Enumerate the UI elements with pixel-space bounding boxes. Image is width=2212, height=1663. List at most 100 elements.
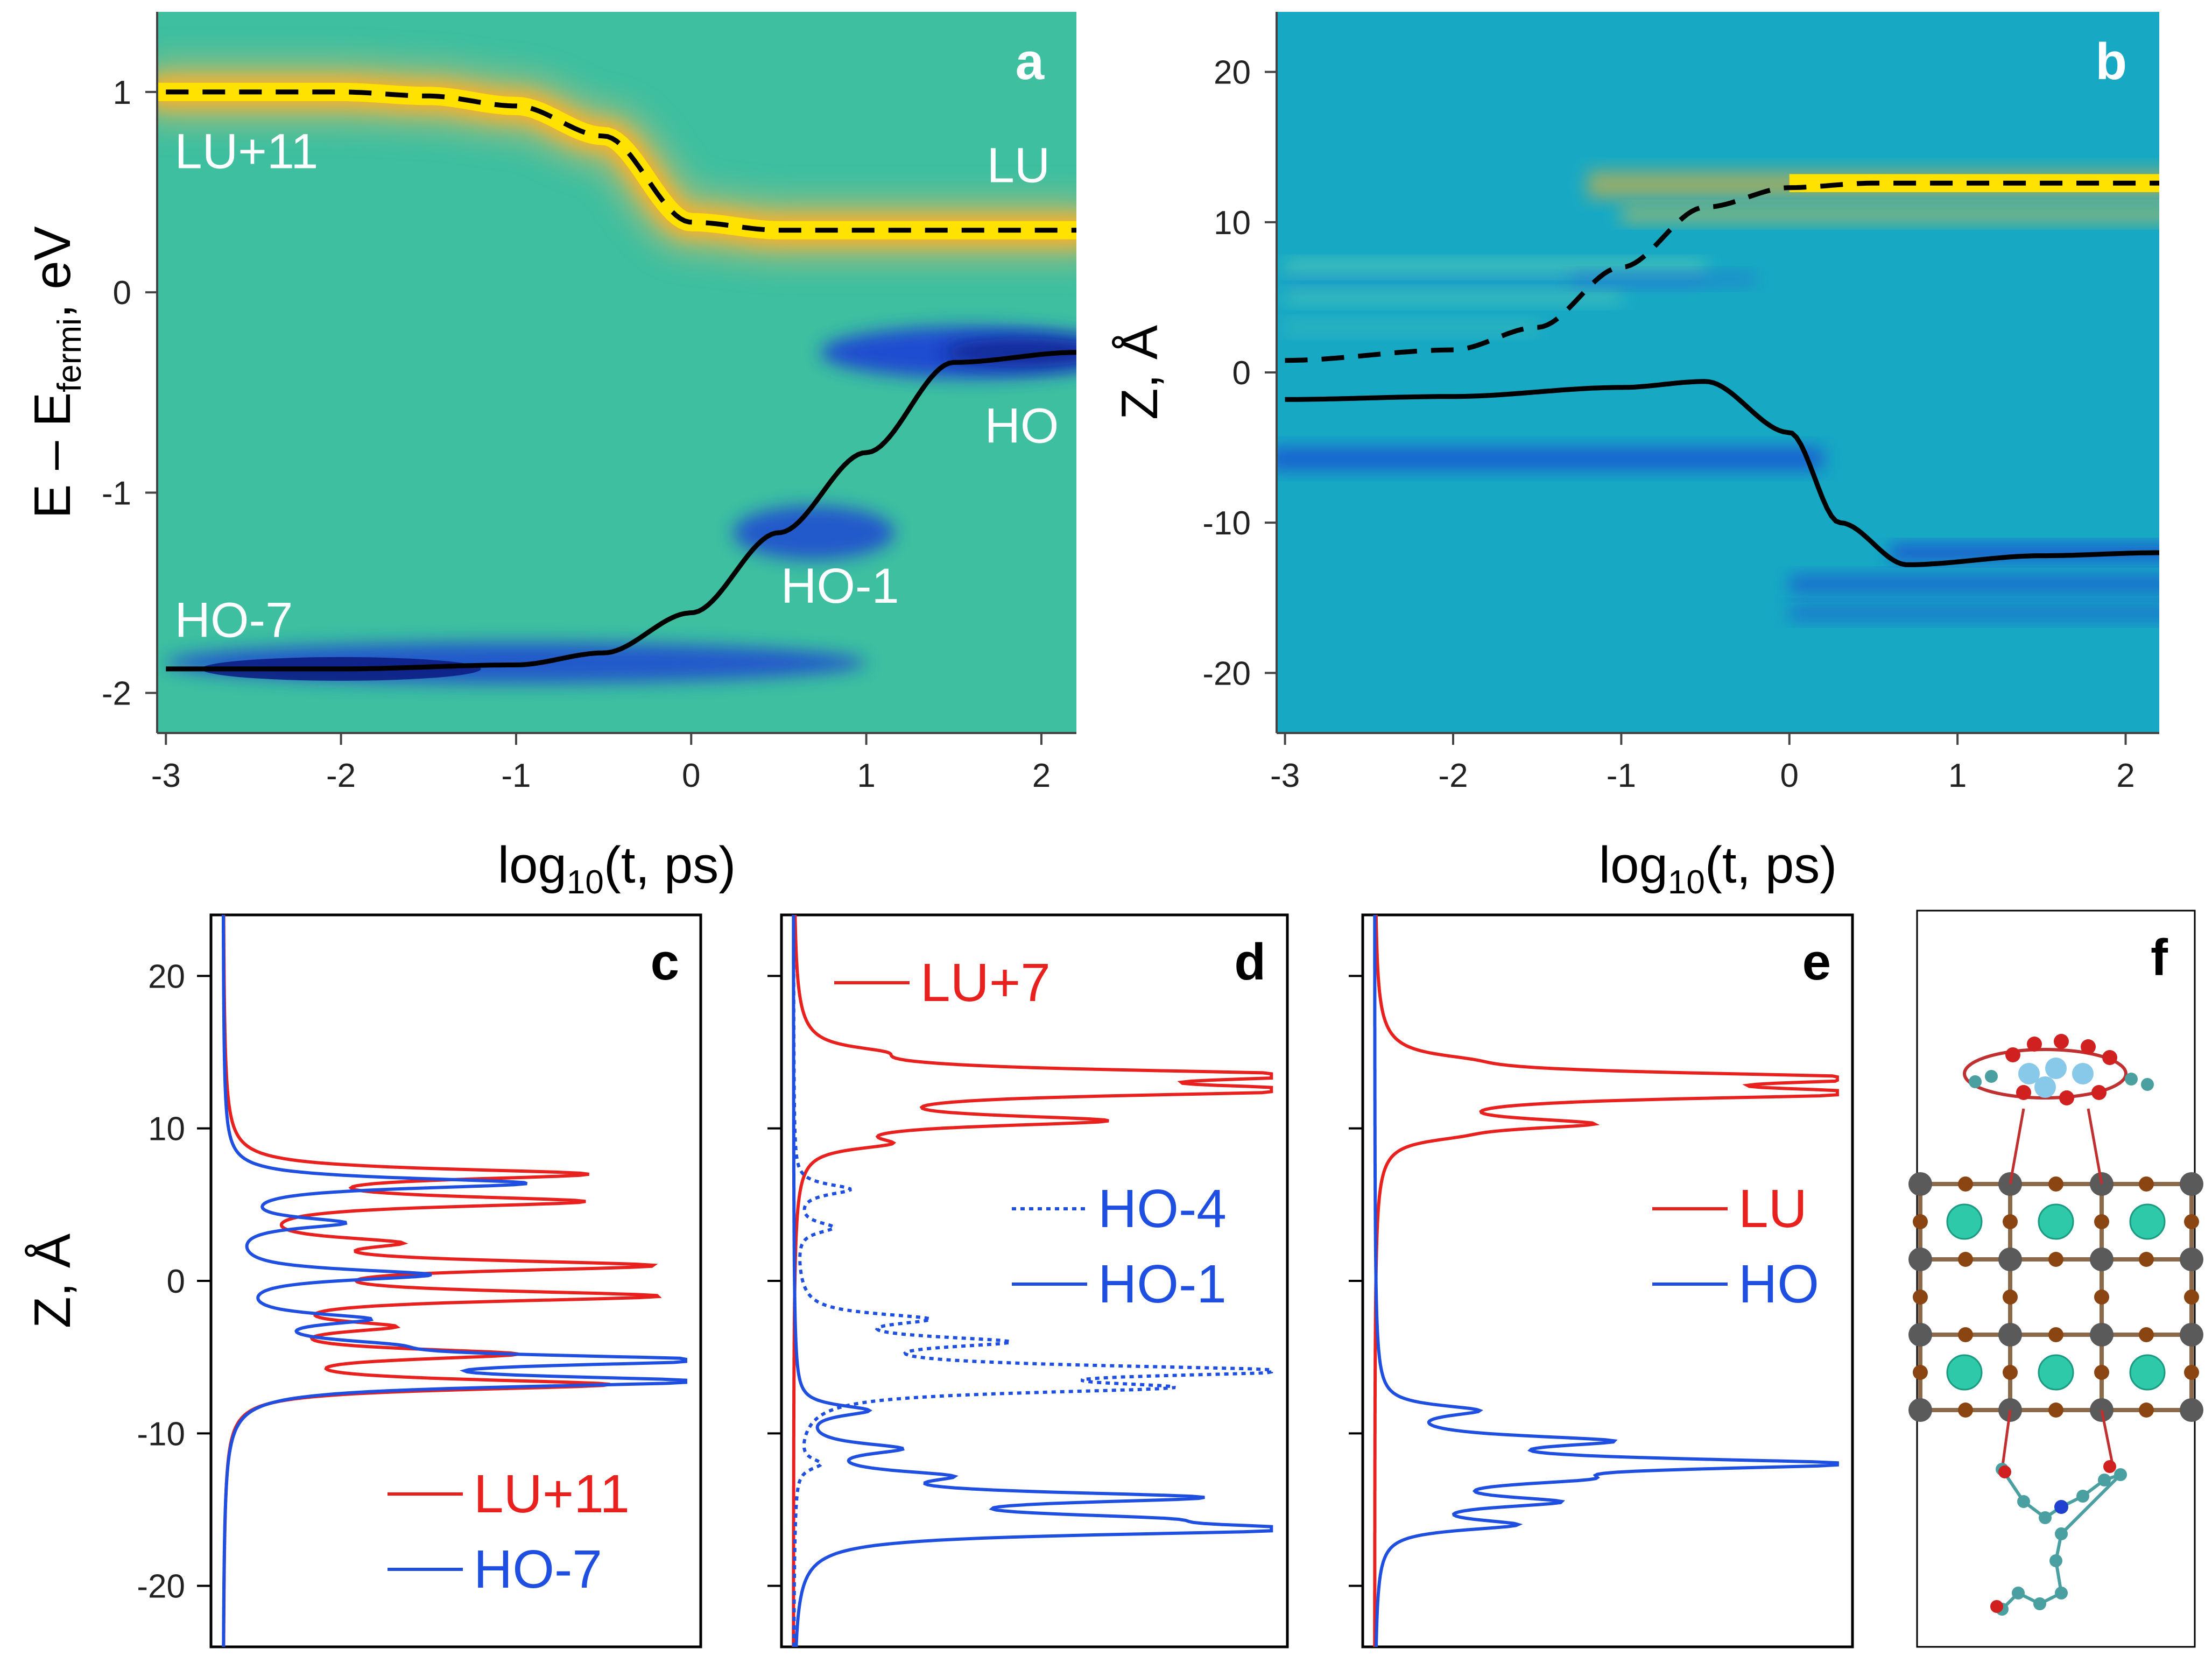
carbon-atom: [2076, 1490, 2089, 1503]
x-tick-label: 1: [857, 757, 875, 794]
series-line-ho: [1373, 915, 1839, 1647]
lattice-atom: [1998, 1248, 2022, 1271]
lattice-atom: [2048, 1176, 2063, 1192]
heatmap-features: [1277, 171, 2159, 621]
y-tick-label: -20: [137, 1568, 185, 1605]
panel-label: a: [1016, 33, 1045, 90]
lattice-atom: [1908, 1172, 1932, 1196]
lattice-atom: [2090, 1248, 2114, 1271]
y-tick-label: 0: [113, 274, 131, 312]
x-tick-label: 2: [1032, 757, 1051, 794]
carbon-atom: [2055, 1587, 2068, 1599]
cation-atom: [1946, 1203, 1983, 1240]
molecule-bond: [2000, 1410, 2012, 1470]
molecule-bond: [2087, 1108, 2103, 1185]
y-tick-label: 0: [1232, 355, 1251, 392]
x-axis-label: log10(t, ps): [498, 836, 736, 901]
heatmap-background: [1277, 12, 2159, 733]
lattice-atom: [1908, 1398, 1932, 1422]
panel-label: d: [1234, 933, 1266, 991]
panel-f: f: [1908, 910, 2203, 1648]
x-tick-label: -3: [1270, 757, 1300, 794]
bottom-molecule: [1990, 1410, 2127, 1616]
legend-label: LU: [1738, 1179, 1807, 1239]
lattice-atom: [2184, 1214, 2199, 1229]
carbon-atom: [2141, 1078, 2154, 1091]
oxygen-atom: [2027, 1037, 2042, 1052]
lattice-atom: [2094, 1214, 2109, 1229]
cold-stripe-2: [1789, 575, 2159, 594]
lattice-atom: [2139, 1252, 2154, 1267]
panel-a: -3 -2 -1 0 1 2 -2 -1 0 1 a LU+11 LU HO HO-1 HO-7 log10(t…: [24, 12, 1076, 901]
cation-atom: [2129, 1354, 2166, 1391]
x-tick-label: -1: [1607, 757, 1636, 794]
carbon-atom: [2114, 1468, 2127, 1481]
lattice-atom: [2180, 1172, 2203, 1196]
state-label: HO-1: [781, 559, 899, 614]
oxygen-atom: [1998, 1465, 2011, 1478]
lattice-atom: [2180, 1398, 2203, 1422]
x-tick-label: -2: [1438, 757, 1468, 794]
lattice-atom: [1913, 1365, 1928, 1380]
x-tick-label: -3: [151, 757, 181, 794]
lattice-atom: [1958, 1327, 1973, 1342]
cold-spot-ho1: [733, 505, 894, 560]
solid-trajectory-line: [166, 350, 1076, 672]
oxygen-atom: [2103, 1460, 2116, 1473]
carbon-atom: [2055, 1527, 2068, 1540]
carbon-atom: [2033, 1597, 2046, 1610]
lattice-atom: [2094, 1289, 2109, 1305]
x-tick-label: -2: [326, 757, 356, 794]
lattice-atom: [2090, 1323, 2114, 1347]
carbon-atom: [2098, 1474, 2111, 1486]
metal-atom: [2072, 1063, 2094, 1084]
lattice-atom: [1913, 1289, 1928, 1305]
oxygen-atom: [2102, 1050, 2117, 1065]
stripe: [1285, 291, 1622, 304]
lattice-atom: [1913, 1214, 1928, 1229]
metal-atom: [2034, 1076, 2056, 1098]
lattice-atom: [2184, 1289, 2199, 1305]
x-tick-label: 0: [1780, 757, 1799, 794]
lattice-atom: [2180, 1323, 2203, 1347]
series-line-ho-7: [221, 915, 687, 1647]
y-tick-label: 0: [167, 1263, 185, 1300]
legend-label: HO: [1738, 1254, 1819, 1314]
hot-band-lower: [1621, 207, 2159, 222]
carbon-atom: [1969, 1075, 1982, 1088]
oxygen-atom: [2016, 1085, 2031, 1100]
oxygen-atom: [2081, 1039, 2096, 1054]
state-label: LU: [987, 138, 1051, 193]
y-axis-label: Z, Å: [1111, 325, 1168, 420]
x-tick-label: 0: [682, 757, 700, 794]
lattice-atom: [1958, 1176, 1973, 1192]
lattice-atom: [2139, 1327, 2154, 1342]
plot-frame: [1361, 913, 1854, 1648]
oxygen-atom: [2059, 1090, 2074, 1105]
stripe: [1285, 260, 1706, 274]
solid-trajectory-line: [1285, 379, 2159, 567]
cation-atom: [2038, 1354, 2074, 1391]
cold-stripe-left: [1277, 447, 1823, 470]
oxygen-atom: [2005, 1047, 2020, 1062]
lattice-atom: [2048, 1327, 2063, 1342]
oxygen-atom: [2091, 1085, 2107, 1100]
slab-lattice: [1908, 1172, 2203, 1422]
stripe: [1285, 321, 1538, 334]
nitrogen-atom: [2054, 1500, 2068, 1514]
lattice-atom: [2139, 1176, 2154, 1192]
panel-label: f: [2151, 929, 2168, 986]
molecule-bond: [2009, 1108, 2025, 1185]
y-tick-label: -2: [102, 675, 131, 713]
lattice-atom: [1998, 1323, 2022, 1347]
state-label: HO-7: [175, 593, 293, 647]
lattice-atom: [2094, 1365, 2109, 1380]
legend-label: LU+11: [474, 1464, 630, 1524]
y-tick-label: 10: [148, 1111, 185, 1148]
legend-label: HO-4: [1098, 1179, 1227, 1239]
y-tick-label: -20: [1202, 655, 1251, 692]
lattice-atom: [1958, 1403, 1973, 1418]
y-axis-label: Z, Å: [24, 1234, 81, 1328]
